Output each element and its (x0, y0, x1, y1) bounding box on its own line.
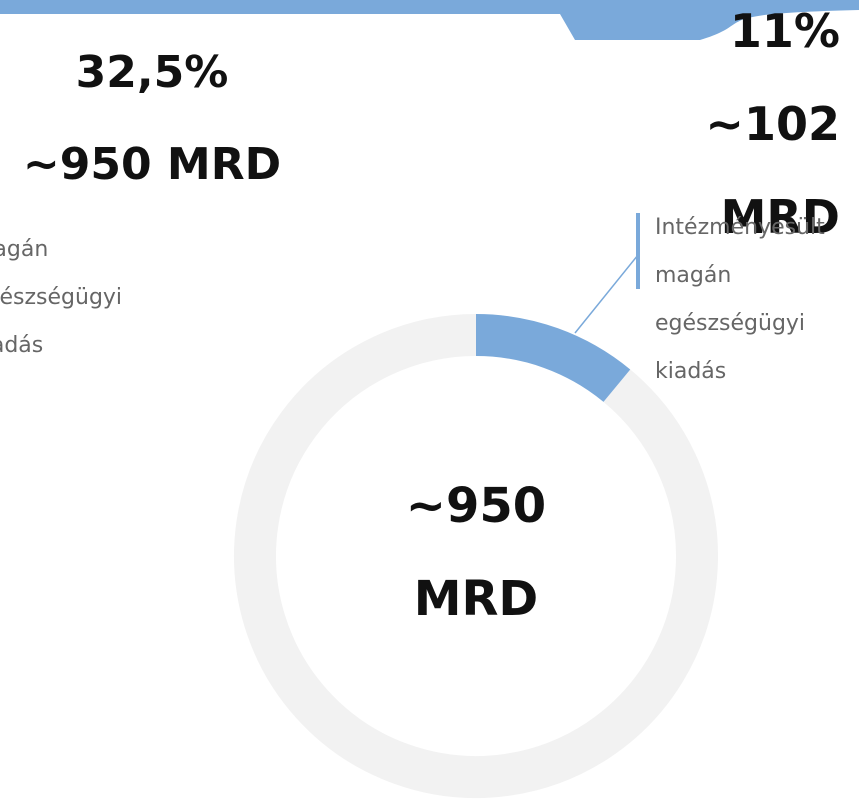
center-label: ~950 MRD (405, 478, 547, 627)
left-label: magán egészségügyi kiadás (0, 237, 123, 358)
title-banner (0, 0, 859, 40)
left-percent: 32,5% (75, 47, 229, 98)
donut-segment (475, 314, 631, 403)
segment-amount: ~102 MRD (705, 97, 840, 244)
left-amount: ~950 MRD (22, 139, 282, 190)
leader-line (574, 254, 639, 334)
label-bar (636, 213, 640, 289)
donut-segment (234, 314, 718, 798)
segment-percent: 11% (729, 4, 840, 58)
segment-label: Intézményesült magán egészségügyi kiadás (655, 215, 825, 384)
